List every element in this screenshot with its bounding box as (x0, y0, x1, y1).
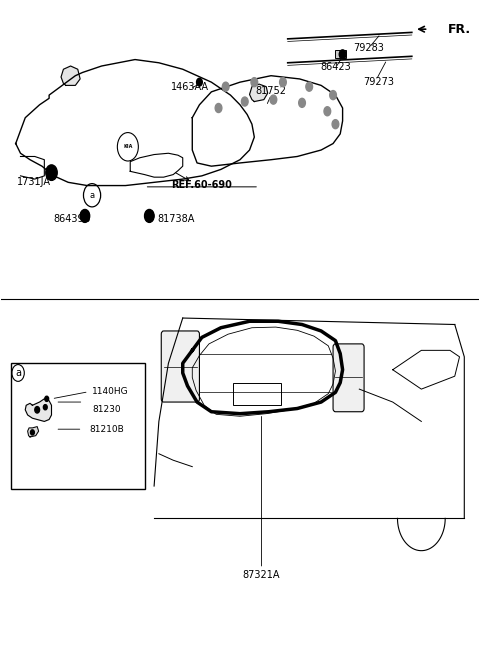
FancyBboxPatch shape (161, 331, 199, 402)
Text: 81210B: 81210B (90, 424, 124, 434)
Text: 79283: 79283 (353, 43, 384, 53)
Text: 1140HG: 1140HG (92, 387, 129, 396)
Circle shape (35, 406, 39, 413)
Text: 81738A: 81738A (157, 214, 194, 224)
Circle shape (43, 404, 47, 410)
Circle shape (241, 97, 248, 106)
Circle shape (31, 430, 34, 435)
Circle shape (81, 210, 89, 222)
Text: 1463AA: 1463AA (171, 82, 209, 92)
Circle shape (145, 210, 154, 222)
Polygon shape (28, 426, 38, 437)
FancyBboxPatch shape (11, 363, 144, 489)
Text: REF.60-690: REF.60-690 (171, 180, 232, 190)
Text: 87321A: 87321A (243, 570, 280, 580)
Circle shape (339, 50, 346, 59)
FancyBboxPatch shape (233, 383, 281, 405)
Polygon shape (250, 84, 268, 101)
Circle shape (306, 82, 312, 92)
Polygon shape (61, 66, 80, 86)
Circle shape (251, 78, 258, 87)
Text: a: a (89, 191, 95, 200)
Text: 81230: 81230 (92, 406, 120, 414)
Circle shape (280, 78, 286, 87)
Circle shape (324, 106, 331, 116)
Circle shape (144, 210, 154, 223)
Text: 81752: 81752 (255, 86, 287, 95)
Text: 86439B: 86439B (53, 214, 91, 224)
Text: a: a (15, 368, 21, 378)
Text: KIA: KIA (123, 144, 132, 149)
Circle shape (197, 79, 202, 86)
Circle shape (332, 119, 339, 129)
Text: 1731JA: 1731JA (17, 177, 51, 187)
Text: FR.: FR. (447, 23, 471, 36)
FancyBboxPatch shape (333, 344, 364, 411)
Polygon shape (25, 399, 51, 421)
Circle shape (299, 98, 305, 107)
Circle shape (222, 82, 229, 92)
Circle shape (330, 91, 336, 99)
Circle shape (215, 103, 222, 112)
Circle shape (46, 165, 57, 180)
Text: 79273: 79273 (363, 77, 394, 87)
Circle shape (45, 397, 48, 401)
Circle shape (80, 210, 90, 223)
Circle shape (270, 95, 277, 104)
Bar (336, 50, 346, 58)
Text: 86423: 86423 (320, 62, 351, 72)
